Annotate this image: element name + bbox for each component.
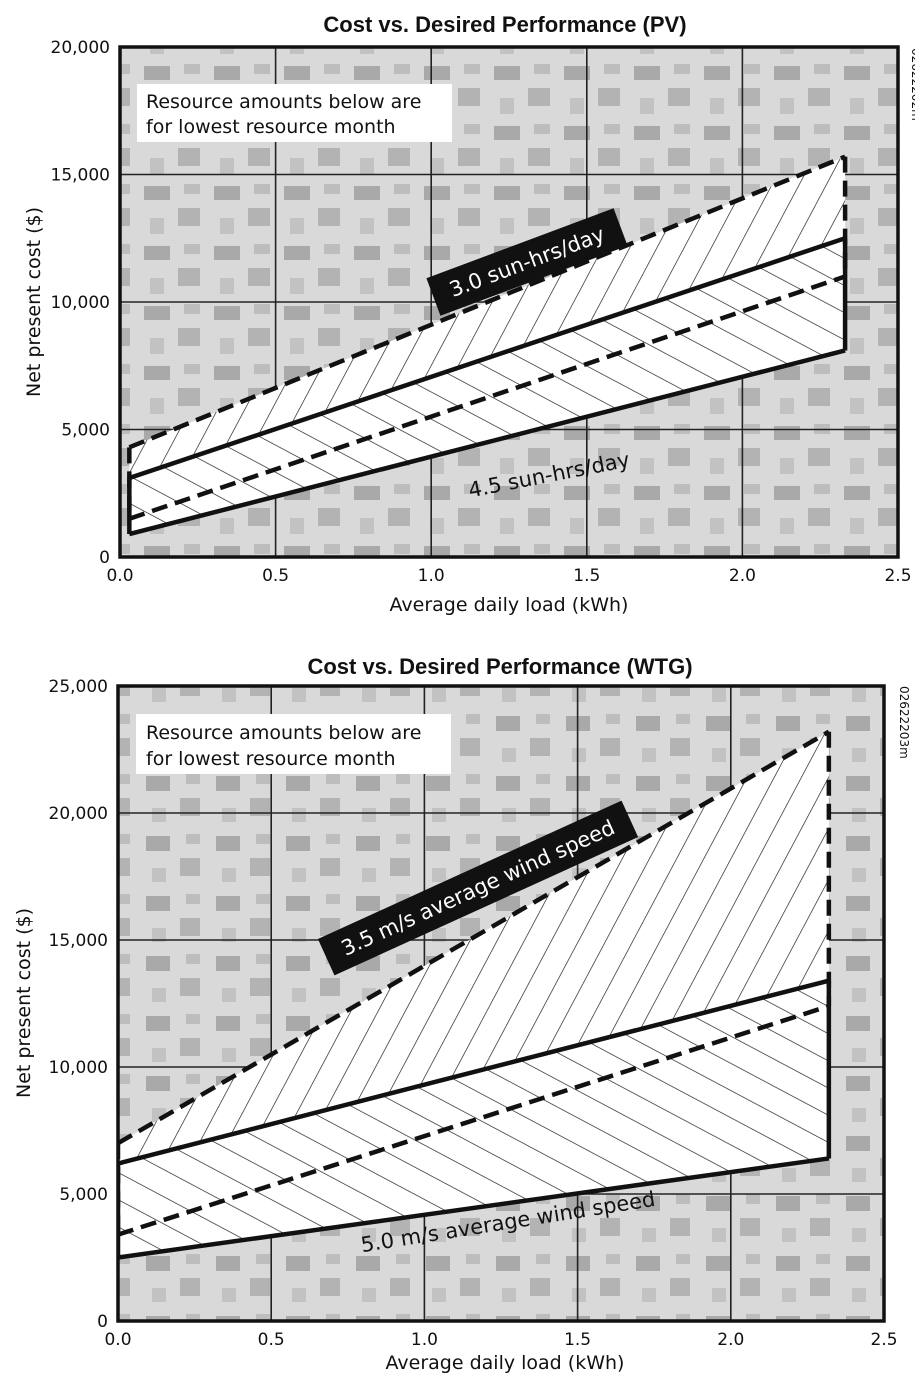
band-upper-boundary: [128, 236, 846, 481]
note-line-2: for lowest resource month: [146, 748, 396, 770]
y-tick-label: 0: [99, 548, 110, 568]
y-tick-label: 15,000: [49, 931, 108, 951]
x-tick-label: 2.5: [870, 1330, 897, 1350]
band-label-box: [317, 800, 639, 976]
figure-code: 02622203m: [897, 686, 911, 759]
band-hatch: [129, 238, 846, 535]
figure-code: 02622202m: [909, 48, 915, 121]
x-tick-label: 0.0: [104, 1330, 131, 1350]
plot-frame: [118, 45, 900, 559]
note-box: [136, 714, 451, 774]
y-tick-labels: 0 5,000 10,000 15,000 20,000 25,000: [49, 677, 108, 1332]
band-hatch: [118, 731, 829, 1235]
x-tick-label: 1.0: [411, 1330, 438, 1350]
y-tick-labels: 0 5,000 10,000 15,000 20,000: [51, 38, 110, 568]
x-tick-label: 0.0: [106, 566, 133, 586]
band-label-box: [426, 208, 628, 316]
y-axis-label: Net present cost ($): [13, 908, 35, 1098]
y-tick-label: 25,000: [49, 677, 108, 697]
pv-chart-svg: Cost vs. Desired Performance (PV) 0 5,000…: [23, 12, 915, 616]
x-tick-label: 1.5: [564, 1330, 591, 1350]
y-axis-label: Net present cost ($): [23, 207, 45, 397]
chart-title: Cost vs. Desired Performance (WTG): [307, 654, 692, 679]
bands: [127, 154, 848, 537]
plot-frame: [116, 684, 886, 1323]
y-tick-label: 10,000: [51, 293, 110, 313]
x-tick-label: 2.0: [729, 566, 756, 586]
x-tick-labels: 0.0 0.5 1.0 1.5 2.0 2.5: [104, 1330, 897, 1350]
y-tick-label: 20,000: [51, 38, 110, 58]
x-tick-label: 2.0: [717, 1330, 744, 1350]
wtg-chart-svg: Cost vs. Desired Performance (WTG) 0 5,00…: [13, 654, 911, 1374]
y-tick-label: 5,000: [61, 421, 110, 441]
band-lower-boundary: [118, 1003, 830, 1237]
x-tick-labels: 0.0 0.5 1.0 1.5 2.0 2.5: [106, 566, 911, 586]
x-tick-label: 2.5: [884, 566, 911, 586]
x-tick-label: 0.5: [262, 566, 289, 586]
x-tick-label: 1.0: [418, 566, 445, 586]
x-tick-label: 1.5: [573, 566, 600, 586]
band-upper-boundary: [118, 729, 830, 1146]
y-tick-label: 15,000: [51, 166, 110, 186]
note-line-2: for lowest resource month: [146, 116, 396, 138]
pv-chart: Cost vs. Desired Performance (PV) 0 5,000…: [0, 0, 915, 650]
x-tick-label: 0.5: [258, 1330, 285, 1350]
note-line-1: Resource amounts below are: [146, 722, 421, 744]
x-axis-label: Average daily load (kWh): [390, 594, 629, 616]
band-upper-boundary: [118, 978, 830, 1166]
x-axis-label: Average daily load (kWh): [386, 1352, 625, 1374]
y-tick-label: 0: [97, 1312, 108, 1332]
band-upper-boundary: [128, 154, 846, 450]
band-lower-boundary: [128, 274, 846, 521]
y-tick-label: 10,000: [49, 1058, 108, 1078]
band-lower-boundary: [128, 348, 846, 537]
wtg-chart: Cost vs. Desired Performance (WTG) 0 5,00…: [0, 648, 915, 1377]
note-box: [137, 84, 452, 142]
bands: [118, 729, 832, 1260]
note-line-1: Resource amounts below are: [146, 91, 421, 113]
y-tick-label: 20,000: [49, 804, 108, 824]
y-tick-label: 5,000: [59, 1185, 108, 1205]
band-lower-boundary: [118, 1156, 830, 1260]
chart-title: Cost vs. Desired Performance (PV): [323, 12, 686, 37]
